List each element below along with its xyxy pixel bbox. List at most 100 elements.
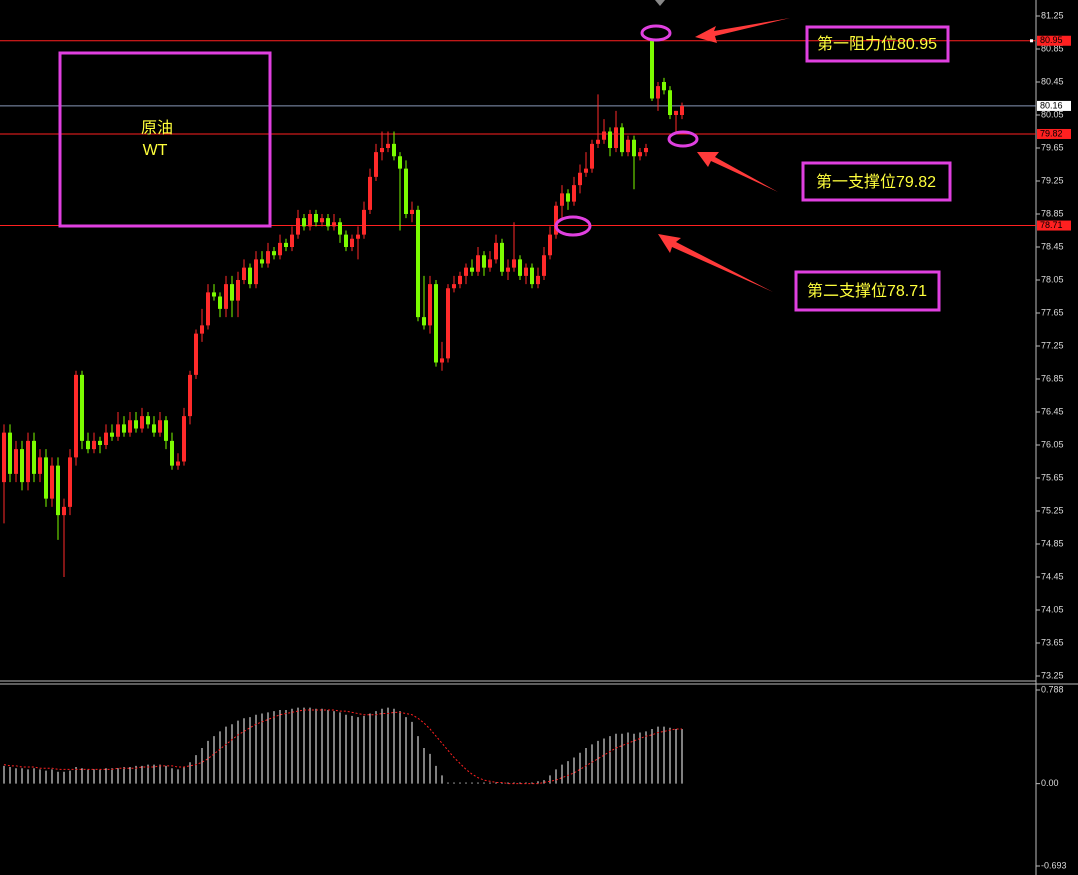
y-tick-label: 0.00 xyxy=(1041,778,1059,788)
candle-body xyxy=(500,242,504,272)
level-label: 80.95 xyxy=(1040,35,1063,45)
y-tick-label: 75.65 xyxy=(1041,472,1064,482)
candle-body xyxy=(218,296,222,309)
candle-body xyxy=(566,193,570,202)
y-tick-label: 76.85 xyxy=(1041,373,1064,383)
candle-body xyxy=(560,193,564,206)
y-tick-label: 77.65 xyxy=(1041,307,1064,317)
candle-body xyxy=(422,317,426,326)
candle-body xyxy=(110,432,114,437)
candle-body xyxy=(104,432,108,445)
candle-body xyxy=(206,292,210,326)
candle-body xyxy=(518,259,522,276)
candle-body xyxy=(446,288,450,359)
y-tick-label: 80.45 xyxy=(1041,76,1064,86)
candle-body xyxy=(320,218,324,223)
candle-body xyxy=(608,131,612,148)
candle-body xyxy=(410,209,414,214)
y-tick-label: 76.45 xyxy=(1041,406,1064,416)
candle-body xyxy=(140,416,144,429)
y-tick-label: 80.85 xyxy=(1041,43,1064,53)
candle-body xyxy=(116,424,120,437)
arrow xyxy=(658,234,773,292)
y-tick-label: 79.65 xyxy=(1041,142,1064,152)
y-tick-label: 73.65 xyxy=(1041,637,1064,647)
candle-body xyxy=(632,139,636,157)
arrow xyxy=(697,152,778,192)
candle-body xyxy=(398,156,402,169)
highlight-ellipse xyxy=(554,215,592,237)
y-tick-label: 78.45 xyxy=(1041,241,1064,251)
candle-body xyxy=(188,374,192,417)
candle-body xyxy=(524,267,528,276)
candle-body xyxy=(626,139,630,153)
annotation: 第二支撑位78.71 xyxy=(807,282,927,300)
y-tick-label: 74.85 xyxy=(1041,538,1064,548)
candle-body xyxy=(2,432,6,483)
candle-body xyxy=(200,325,204,334)
candle-body xyxy=(50,465,54,499)
candle-body xyxy=(26,440,30,483)
candle-body xyxy=(32,440,36,474)
note-text: 原油 xyxy=(141,119,173,137)
y-tick-label: 81.25 xyxy=(1041,10,1064,20)
candle-body xyxy=(488,259,492,268)
signal-line xyxy=(3,709,682,785)
candle-body xyxy=(416,209,420,318)
candle-body xyxy=(578,172,582,186)
candle-body xyxy=(434,284,438,363)
candle-body xyxy=(182,416,186,462)
candle-body xyxy=(8,432,12,474)
y-tick-label: 74.45 xyxy=(1041,571,1064,581)
y-tick-label: -0.693 xyxy=(1041,860,1067,870)
candle-body xyxy=(368,176,372,210)
candle-body xyxy=(596,139,600,144)
candle-body xyxy=(680,105,684,115)
candle-body xyxy=(380,148,384,153)
y-tick-label: 74.05 xyxy=(1041,604,1064,614)
candle-body xyxy=(494,242,498,260)
candle-body xyxy=(584,168,588,173)
candle-body xyxy=(590,143,594,169)
candle-body xyxy=(212,292,216,297)
candle-body xyxy=(662,82,666,91)
candle-body xyxy=(20,449,24,483)
candle-body xyxy=(620,127,624,153)
candle-body xyxy=(230,284,234,301)
candle-body xyxy=(92,440,96,450)
label-box xyxy=(801,161,952,202)
candle-body xyxy=(386,143,390,148)
level-label: 79.82 xyxy=(1040,128,1063,138)
candle-body xyxy=(56,465,60,516)
level-marker xyxy=(1030,39,1033,43)
candle-body xyxy=(458,275,462,285)
note-text: WT xyxy=(143,142,168,159)
candle-body xyxy=(530,267,534,285)
arrow xyxy=(695,18,790,43)
candle-body xyxy=(296,218,300,235)
candle-body xyxy=(338,222,342,235)
candle-body xyxy=(350,238,354,247)
candle-body xyxy=(38,457,42,474)
note-box xyxy=(58,51,272,228)
candle-body xyxy=(602,131,606,140)
candle-body xyxy=(362,209,366,235)
candle-body xyxy=(260,259,264,264)
candle-body xyxy=(152,424,156,433)
candle-body xyxy=(374,152,378,177)
candle-body xyxy=(158,420,162,433)
candle-body xyxy=(572,185,576,202)
candle-body xyxy=(194,333,198,375)
level-label: 78.71 xyxy=(1040,220,1063,230)
candle-body xyxy=(542,255,546,276)
candle-body xyxy=(236,280,240,301)
candle-body xyxy=(284,242,288,247)
label-box xyxy=(805,25,950,63)
candle-body xyxy=(464,267,468,276)
candle-body xyxy=(512,259,516,268)
candle-body xyxy=(122,424,126,433)
candle-body xyxy=(134,420,138,429)
highlight-ellipse xyxy=(667,130,699,148)
